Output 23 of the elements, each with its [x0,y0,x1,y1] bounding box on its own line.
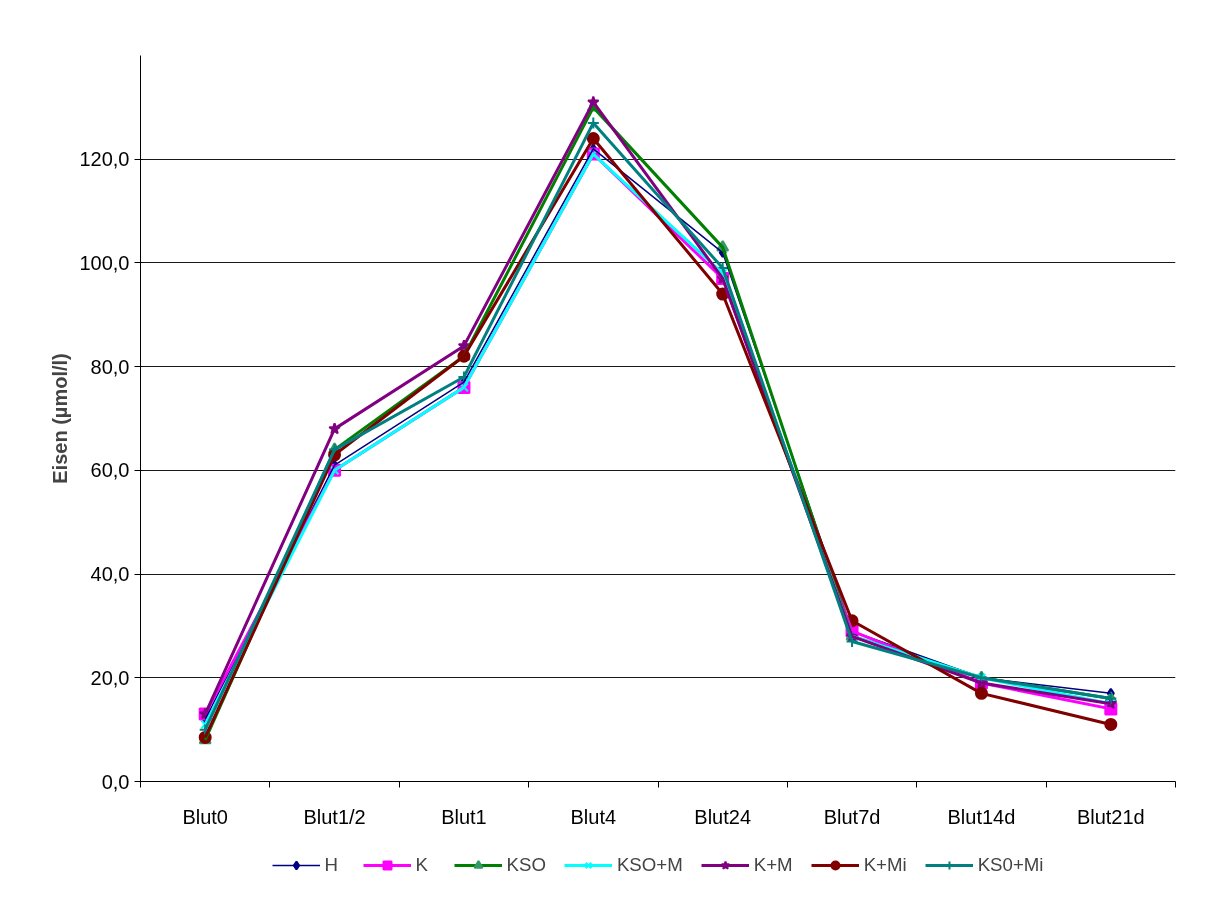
y-tick-label: 20,0 [90,666,130,689]
legend-label: K+M [753,854,793,876]
legend-label: H [324,854,339,876]
y-tick-label: 0,0 [101,770,130,793]
y-tick-label: 60,0 [90,459,130,482]
legend-label: KS0+Mi [977,854,1044,876]
legend-label: K+Mi [863,854,907,876]
x-tick-label: Blut14d [947,805,1016,828]
legend-label: KSO+M [616,854,683,876]
y-axis-title: Eisen (µmol/l) [49,353,72,484]
x-tick-label: Blut24 [694,805,752,828]
legend-label: K [415,854,429,876]
x-tick-label: Blut7d [823,805,881,828]
y-tick-label: 100,0 [79,251,130,274]
y-tick-label: 40,0 [90,563,130,586]
x-tick-label: Blut21d [1076,805,1145,828]
legend-label: KSO [506,854,546,876]
y-tick-label: 80,0 [90,355,130,378]
x-tick-label: Blut0 [182,805,228,828]
x-tick-label: Blut1/2 [303,805,366,828]
x-tick-label: Blut1 [441,805,487,828]
x-tick-label: Blut4 [570,805,617,828]
y-tick-label: 120,0 [79,148,130,171]
